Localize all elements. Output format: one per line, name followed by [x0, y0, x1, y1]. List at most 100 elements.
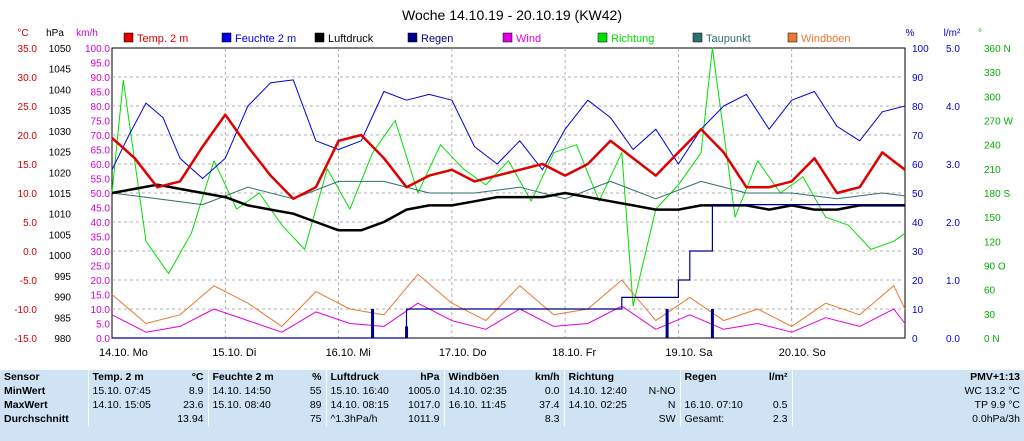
statistics-panel: Sensor Temp. 2 m °C Feuchte 2 m % Luftdr… [0, 370, 1024, 441]
stats-header-temp-unit: °C [191, 371, 204, 383]
axis-unit-pressure: hPa [46, 28, 64, 39]
axis-tick-wind: 90.0 [91, 73, 111, 84]
rain-max-time: 16.10. 07:10 [679, 398, 758, 412]
axis-tick-temp: -5.0 [20, 276, 38, 287]
direction-min-value: N-NO [648, 385, 676, 397]
rain-bar [405, 326, 409, 338]
axis-tick-wind: 80.0 [91, 102, 111, 113]
axis-tick-temp: 25.0 [18, 102, 38, 113]
axis-tick-direction: 270 W [984, 117, 1013, 128]
stats-header-row: Sensor Temp. 2 m °C Feuchte 2 m % Luftdr… [0, 370, 1024, 384]
legend-swatch [502, 32, 513, 43]
axis-tick-direction: 120 [984, 237, 1001, 248]
axis-tick-temp: 10.0 [18, 189, 38, 200]
gust-max-value: 37.4 [539, 399, 560, 411]
humidity-avg-value: 75 [309, 413, 322, 425]
direction-avg-note [563, 412, 636, 426]
axis-tick-pressure: 1045 [49, 65, 72, 76]
legend-swatch [221, 32, 232, 43]
axis-tick-wind: 95.0 [91, 59, 111, 70]
axis-tick-rain: 4.0 [946, 102, 960, 113]
temp-avg-value: 13.94 [177, 413, 204, 425]
axis-tick-pressure: 1035 [49, 106, 72, 117]
stats-row-max: MaxWert 14.10. 15:05 23.6 15.10. 08:40 8… [0, 398, 1024, 412]
axis-tick-rain: 1.0 [946, 276, 960, 287]
stats-header-direction: Richtung [563, 370, 636, 384]
rain-min-value [758, 384, 792, 398]
axis-tick-temp: -10.0 [14, 305, 37, 316]
axis-tick-humidity: 30 [912, 247, 924, 258]
axis-tick-pressure: 1040 [49, 85, 72, 96]
pressure-max-time: 14.10. 08:15 [325, 398, 404, 412]
axis-tick-wind: 65.0 [91, 146, 111, 157]
axis-tick-humidity: 20 [912, 276, 924, 287]
axis-tick-humidity: 60 [912, 160, 924, 171]
stats-header-pressure: Luftdruck [325, 370, 404, 384]
humidity-max-value: 89 [309, 399, 322, 411]
legend-label: Regen [421, 33, 453, 45]
axis-tick-humidity: 70 [912, 131, 924, 142]
rain-total-value: 2.3 [772, 413, 788, 425]
rain-total-label: Gesamt: [679, 412, 758, 426]
axis-tick-wind: 25.0 [91, 262, 111, 273]
humidity-min-time: 14.10. 14:50 [207, 384, 286, 398]
pressure-avg-value: 1011.9 [408, 413, 440, 425]
stats-header-gust: Windböen [443, 370, 522, 384]
axis-tick-wind: 60.0 [91, 160, 111, 171]
stats-header-humidity: Feuchte 2 m [207, 370, 286, 384]
chart-title: Woche 14.10.19 - 20.10.19 (KW42) [402, 7, 622, 23]
axis-tick-direction: 240 [984, 141, 1001, 152]
axis-tick-temp: 15.0 [18, 160, 38, 171]
stats-row-average: Durchschnitt 13.94 75 ^1.3hPa/h 1011.9 8… [0, 412, 1024, 426]
pressure-min-value: 1005.0 [408, 385, 441, 397]
axis-tick-pressure: 1015 [49, 189, 72, 200]
temp-avg-note [87, 412, 166, 426]
axis-tick-direction: 0 N [984, 334, 1000, 345]
gust-avg-note [443, 412, 522, 426]
axis-tick-pressure: 980 [54, 334, 71, 345]
axis-tick-temp: 20.0 [18, 131, 38, 142]
stats-header-rain: Regen [679, 370, 758, 384]
weather-chart: Woche 14.10.19 - 20.10.19 (KW42) Temp. 2 … [14, 7, 1013, 359]
gust-min-value: 0.0 [544, 385, 560, 397]
axis-tick-pressure: 985 [54, 313, 71, 324]
legend-label: Taupunkt [706, 33, 751, 45]
axis-tick-wind: 45.0 [91, 204, 111, 215]
axis-tick-rain: 0.0 [946, 334, 960, 345]
axis-tick-wind: 40.0 [91, 218, 111, 229]
axis-tick-direction: 30 [984, 310, 996, 321]
gust-max-time: 16.10. 11:45 [443, 398, 522, 412]
direction-min-time: 14.10. 12:40 [563, 384, 636, 398]
axis-tick-temp: 35.0 [18, 44, 38, 55]
temp-max-value: 23.6 [183, 399, 204, 411]
axis-unit-rain: l/m² [944, 28, 961, 39]
rain-max-value: 0.5 [772, 399, 788, 411]
stats-header-pmv: PMV+1:13 [791, 370, 1024, 384]
series-line [111, 113, 906, 201]
axis-tick-humidity: 80 [912, 102, 924, 113]
axis-tick-pressure: 1030 [49, 127, 72, 138]
legend-swatch [787, 32, 798, 43]
axis-tick-humidity: 0 [912, 334, 918, 345]
axis-unit-direction: ° [978, 28, 982, 39]
axis-tick-wind: 85.0 [91, 88, 111, 99]
axis-tick-pressure: 1050 [49, 44, 72, 55]
series-line [111, 79, 906, 179]
x-tick-label: 16.10. Mi [326, 347, 371, 359]
pmv-windchill: WC 13.2 °C [791, 384, 1024, 398]
axis-tick-direction: 90 O [984, 262, 1006, 273]
legend-swatch [314, 32, 325, 43]
statistics-table: Sensor Temp. 2 m °C Feuchte 2 m % Luftdr… [0, 370, 1024, 426]
axis-tick-temp: 5.0 [23, 218, 37, 229]
legend-label: Luftdruck [328, 33, 374, 45]
series-line [111, 180, 906, 206]
axis-tick-humidity: 40 [912, 218, 924, 229]
x-tick-label: 15.10. Di [212, 347, 256, 359]
axis-tick-direction: 300 [984, 92, 1001, 103]
direction-max-time: 14.10. 02:25 [563, 398, 636, 412]
row-label: MaxWert [4, 399, 48, 411]
pressure-min-time: 15.10. 16:40 [325, 384, 404, 398]
series-line [111, 183, 905, 232]
axis-tick-wind: 100.0 [85, 44, 110, 55]
rain-min-time [679, 384, 758, 398]
